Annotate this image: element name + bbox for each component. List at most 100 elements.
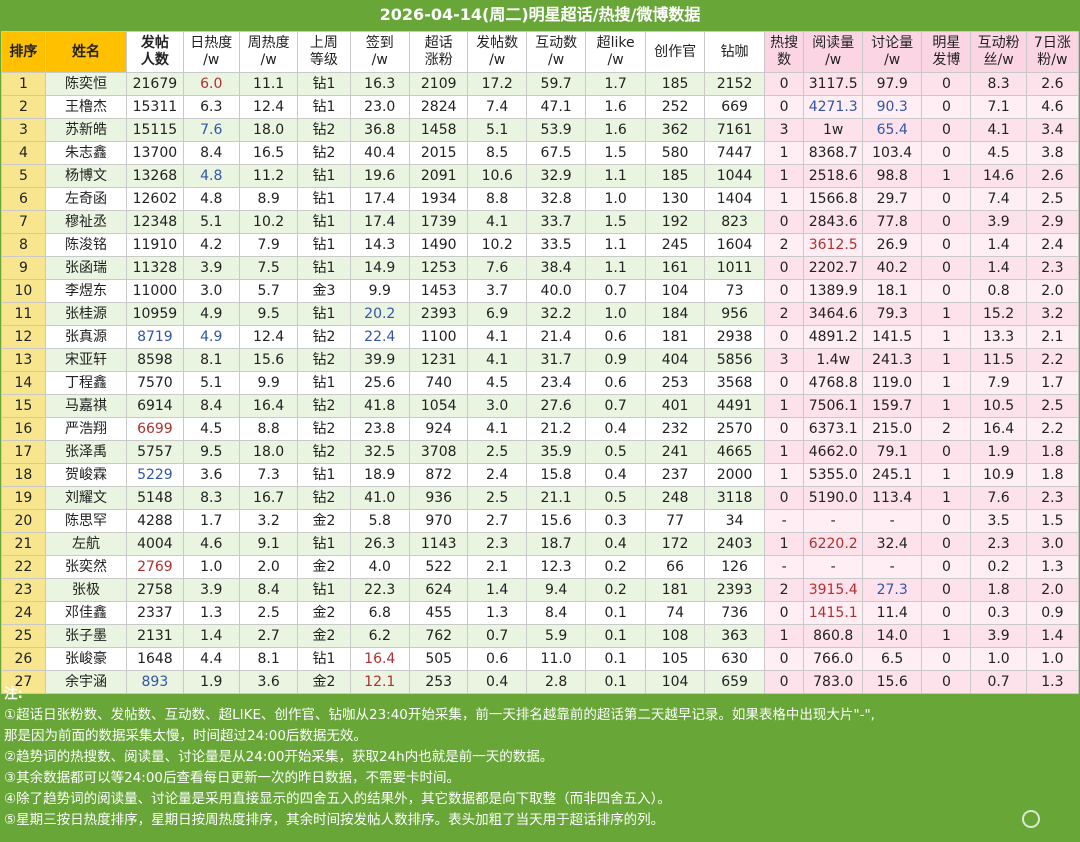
table-cell: 0.6 [585,325,646,349]
table-cell: 钻2 [297,440,351,464]
table-cell: 241 [644,440,706,464]
table-cell: 6373.1 [803,417,863,441]
table-cell: 8.1 [238,647,299,671]
table-cell: 4.1 [467,325,527,349]
table-cell: 3.2 [238,509,299,533]
table-cell: 2 [763,233,805,257]
table-cell: 9.4 [525,578,587,602]
name-cell: 左航 [44,532,128,556]
rank-cell: 27 [1,670,46,694]
table-cell: 7.4 [970,187,1027,211]
table-cell: 25.6 [349,371,411,395]
table-cell: 6220.2 [803,532,863,556]
table-cell: 77 [644,509,706,533]
table-cell: 6.9 [467,302,527,326]
name-cell: 张子墨 [44,624,128,648]
table-cell: 12.1 [349,670,411,694]
table-cell: 7161 [704,118,765,142]
table-cell: 580 [644,141,706,165]
table-cell: 7.6 [182,118,240,142]
table-cell: 4.1 [970,118,1027,142]
table-cell: 3.9 [970,624,1027,648]
table-cell: 1.0 [585,187,646,211]
table-cell: 11000 [126,279,184,303]
table-cell: 245.1 [861,463,923,487]
table-cell: 15311 [126,95,184,119]
column-header: 阅读量/w [803,31,863,73]
column-header: 讨论量/w [861,31,923,73]
table-cell: 8.3 [182,486,240,510]
rank-cell: 19 [1,486,46,510]
table-cell: 872 [408,463,469,487]
table-cell: 8.3 [970,72,1027,96]
table-cell: 624 [408,578,469,602]
table-cell: 8.4 [182,141,240,165]
table-cell: 90.3 [861,95,923,119]
table-cell: 79.3 [861,302,923,326]
table-cell: 钻1 [297,164,351,188]
table-cell: 钻1 [297,371,351,395]
table-cell: 1648 [126,647,184,671]
column-header-sublabel: /w [489,52,506,68]
table-cell: 8598 [126,348,184,372]
table-cell: 401 [644,394,706,418]
table-cell: 1.4 [1025,624,1080,648]
table-cell: 1 [921,164,972,188]
table-cell: 0 [921,72,972,96]
table-cell: 53.9 [525,118,587,142]
table-cell: 3 [763,118,805,142]
name-cell: 左奇函 [44,187,128,211]
table-cell: 21.2 [525,417,587,441]
name-cell: 严浩翔 [44,417,128,441]
column-header-sublabel: 等级 [309,52,338,68]
table-cell: 1453 [408,279,469,303]
column-header-sublabel: 粉/w [1037,52,1068,68]
table-cell: 1.9 [970,440,1027,464]
table-cell: 0.9 [585,348,646,372]
table-cell: - [861,555,923,579]
table-cell: 1.0 [970,647,1027,671]
table-cell: 2938 [704,325,765,349]
name-cell: 张桂源 [44,302,128,326]
rank-cell: 11 [1,302,46,326]
weibo-logo-icon [1022,810,1040,828]
table-cell: 185 [644,164,706,188]
table-cell: 0.9 [1025,601,1080,625]
rank-cell: 2 [1,95,46,119]
table-cell: 2769 [126,555,184,579]
table-cell: 0.7 [585,279,646,303]
table-cell: 22.3 [349,578,411,602]
table-cell: 1253 [408,256,469,280]
table-cell: 108 [644,624,706,648]
table-cell: 0.2 [970,555,1027,579]
column-header: 排序 [1,31,46,73]
table-cell: 4.5 [467,371,527,395]
table-cell: 34 [704,509,765,533]
table-cell: - [763,555,805,579]
table-cell: 5.1 [467,118,527,142]
table-cell: 736 [704,601,765,625]
table-cell: 钻1 [297,233,351,257]
table-cell: 1.9 [182,670,240,694]
table-row: 26 张峻豪 1648 4.4 8.1 钻1 16.4 505 0.6 11.0 0.1 105 630… [1,647,1080,671]
table-cell: 3568 [704,371,765,395]
table-cell: 金2 [297,555,351,579]
rank-cell: 3 [1,118,46,142]
rank-cell: 25 [1,624,46,648]
table-row: 18 贺峻霖 5229 3.6 7.3 钻1 18.9 872 2.4 15.8 0.4 237 200… [1,463,1080,487]
table-cell: 3.0 [182,279,240,303]
table-cell: 钻2 [297,486,351,510]
table-cell: 956 [704,302,765,326]
table-cell: 248 [644,486,706,510]
table-row: 6 左奇函 12602 4.8 8.9 钻1 17.4 1934 8.8 32.8 1.0 130 14… [1,187,1080,211]
name-cell: 宋亚轩 [44,348,128,372]
column-header-sublabel: /w [203,52,220,68]
table-cell: 10.9 [970,463,1027,487]
rank-cell: 20 [1,509,46,533]
table-cell: 4768.8 [803,371,863,395]
table-cell: 659 [704,670,765,694]
column-header-label: 周热度 [247,35,290,51]
table-cell: 1 [921,302,972,326]
name-cell: 余宇涵 [44,670,128,694]
table-cell: 7447 [704,141,765,165]
